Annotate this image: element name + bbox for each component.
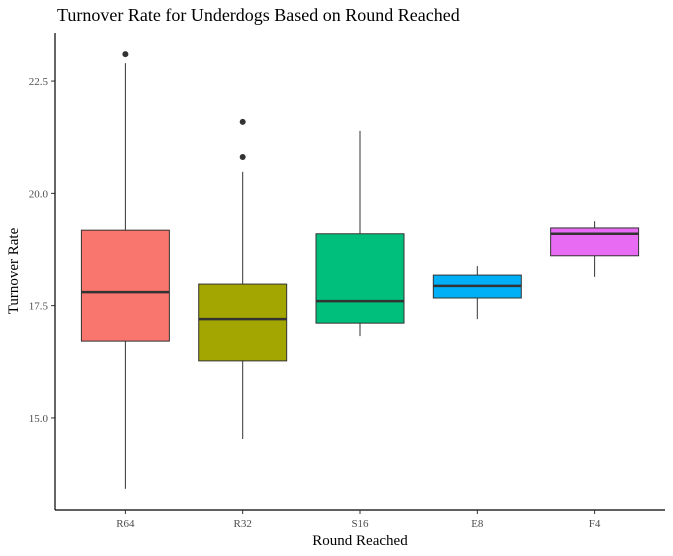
- box: [198, 283, 288, 362]
- box: [315, 233, 405, 324]
- y-tick-label: 22.5: [29, 76, 49, 88]
- x-tick-label: R64: [116, 518, 135, 530]
- chart-title: Turnover Rate for Underdogs Based on Rou…: [57, 5, 460, 25]
- outlier: [239, 153, 246, 160]
- outlier: [239, 118, 246, 125]
- x-tick-label: S16: [351, 518, 369, 530]
- y-tick-label: 20.0: [29, 188, 49, 200]
- y-axis-title: Turnover Rate: [6, 227, 22, 314]
- y-tick-label: 15.0: [29, 413, 49, 425]
- x-tick-label: R32: [234, 518, 252, 530]
- y-tick-label: 17.5: [29, 301, 49, 313]
- x-tick-label: E8: [471, 518, 484, 530]
- box: [550, 227, 640, 257]
- x-tick-label: F4: [589, 518, 601, 530]
- box: [80, 229, 170, 342]
- outlier: [122, 51, 129, 58]
- x-axis-title: Round Reached: [312, 533, 408, 549]
